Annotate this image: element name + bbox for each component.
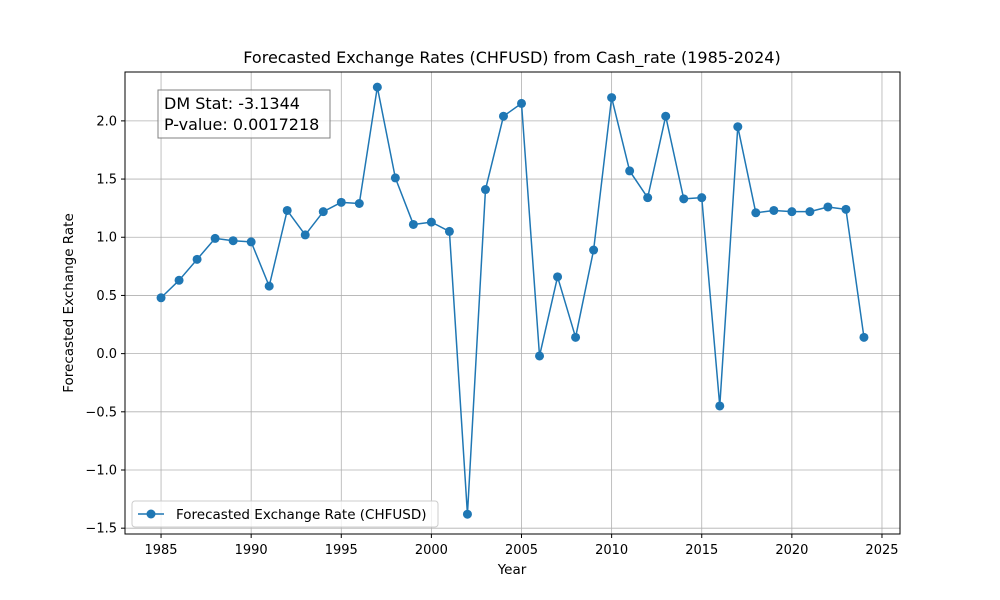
data-point	[444, 226, 454, 236]
y-tick-label: 0.0	[96, 347, 117, 362]
x-axis-title: Year	[497, 562, 527, 578]
data-point	[805, 207, 815, 217]
y-tick-label: 1.0	[96, 231, 117, 246]
y-tick-label: 1.5	[96, 173, 117, 188]
legend-label: Forecasted Exchange Rate (CHFUSD)	[176, 507, 427, 523]
x-tick-label: 1995	[325, 543, 358, 558]
x-tick-label: 1985	[144, 543, 177, 558]
data-point	[571, 332, 581, 342]
data-point	[733, 122, 743, 132]
y-tick-label: 0.5	[96, 289, 117, 304]
data-point	[589, 245, 599, 255]
data-point	[192, 254, 202, 264]
data-point	[282, 205, 292, 215]
chart-title: Forecasted Exchange Rates (CHFUSD) from …	[243, 48, 780, 68]
plot-frame	[124, 71, 901, 535]
data-point	[318, 207, 328, 217]
data-point	[697, 193, 707, 203]
stats-box	[157, 89, 331, 139]
data-point	[517, 98, 527, 108]
legend-box	[131, 500, 439, 528]
data-point	[607, 93, 617, 103]
data-point	[228, 236, 238, 246]
data-point	[354, 199, 364, 208]
dm-stat-text: DM Stat: -3.1344	[164, 94, 300, 113]
stats-annotation: DM Stat: -3.1344 P-value: 0.0017218	[157, 89, 331, 139]
axes: 1985 1990 1995 2000 2005 2010 2015 2020 2025 −1.5…	[85, 114, 898, 558]
data-point	[787, 207, 797, 217]
y-tick-label: 2.0	[96, 114, 117, 129]
data-point	[462, 509, 472, 519]
y-tick-label: −1.5	[85, 522, 117, 537]
series-layer	[156, 82, 869, 519]
data-point	[264, 281, 274, 291]
data-point	[372, 82, 382, 92]
grid	[125, 72, 900, 534]
y-tick-label: −1.0	[85, 463, 117, 478]
data-point	[841, 204, 851, 214]
data-point	[480, 185, 490, 195]
x-tick-label: 2025	[865, 543, 898, 558]
legend: Forecasted Exchange Rate (CHFUSD)	[131, 500, 439, 528]
data-point	[553, 272, 563, 282]
data-point	[643, 193, 653, 203]
data-point	[408, 219, 418, 229]
y-axis-title: Forecasted Exchange Rate	[61, 213, 77, 393]
data-point	[715, 401, 725, 411]
data-point	[661, 111, 671, 121]
x-tick-label: 2015	[685, 543, 718, 558]
series-line	[160, 86, 865, 515]
data-point	[823, 202, 833, 212]
data-point	[535, 351, 545, 361]
x-tick-label: 2020	[775, 543, 808, 558]
data-point	[769, 205, 779, 215]
data-point	[426, 217, 436, 227]
data-point	[498, 111, 508, 121]
x-tick-label: 2010	[595, 543, 628, 558]
data-point	[300, 230, 310, 240]
x-tick-label: 2000	[415, 543, 448, 558]
data-point	[174, 275, 184, 285]
data-point	[751, 208, 761, 218]
data-point	[859, 332, 869, 342]
data-point	[390, 173, 400, 183]
legend-marker-swatch	[146, 509, 156, 519]
x-tick-label: 2005	[505, 543, 538, 558]
data-point	[156, 293, 166, 303]
y-tick-label: −0.5	[85, 405, 117, 420]
data-point	[679, 194, 689, 204]
data-point	[210, 233, 220, 243]
p-value-text: P-value: 0.0017218	[164, 115, 319, 134]
data-point	[625, 166, 635, 176]
data-point	[336, 197, 346, 207]
x-tick-label: 1990	[235, 543, 268, 558]
data-point	[246, 237, 256, 247]
